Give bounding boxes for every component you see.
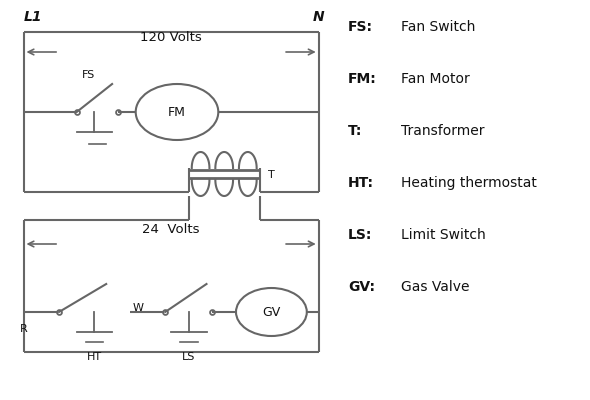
Text: Limit Switch: Limit Switch xyxy=(401,228,486,242)
Text: Fan Motor: Fan Motor xyxy=(401,72,470,86)
Text: Transformer: Transformer xyxy=(401,124,485,138)
Text: HT: HT xyxy=(87,352,102,362)
Text: Gas Valve: Gas Valve xyxy=(401,280,470,294)
Text: LS:: LS: xyxy=(348,228,372,242)
Text: FM:: FM: xyxy=(348,72,377,86)
Text: L1: L1 xyxy=(24,10,42,24)
Text: 120 Volts: 120 Volts xyxy=(140,31,202,44)
Text: HT:: HT: xyxy=(348,176,374,190)
Text: 24  Volts: 24 Volts xyxy=(142,223,200,236)
Text: FM: FM xyxy=(168,106,186,118)
Text: T: T xyxy=(268,170,275,180)
Text: N: N xyxy=(313,10,324,24)
Text: Heating thermostat: Heating thermostat xyxy=(401,176,537,190)
Text: FS:: FS: xyxy=(348,20,373,34)
Text: R: R xyxy=(19,324,28,334)
Text: T:: T: xyxy=(348,124,362,138)
Text: W: W xyxy=(133,303,144,313)
Text: Fan Switch: Fan Switch xyxy=(401,20,476,34)
Text: GV:: GV: xyxy=(348,280,375,294)
Text: GV: GV xyxy=(263,306,280,318)
Text: LS: LS xyxy=(182,352,195,362)
Text: FS: FS xyxy=(82,70,95,80)
